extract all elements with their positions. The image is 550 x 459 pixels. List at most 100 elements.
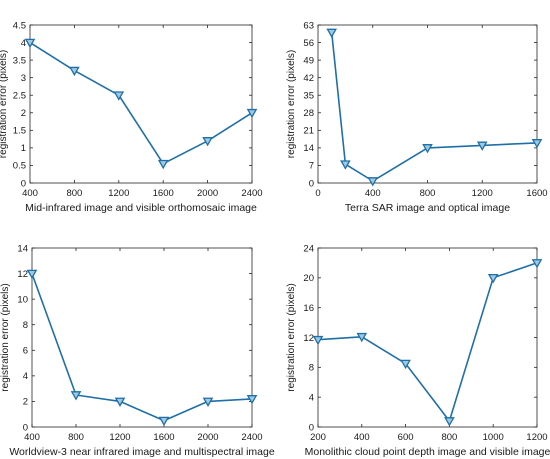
y-tick-label: 4 xyxy=(23,371,28,382)
y-tick-label: 0 xyxy=(309,422,314,433)
data-point xyxy=(246,108,258,119)
plot-frame xyxy=(29,24,253,184)
x-axis-label: Monolithic cloud point depth image and v… xyxy=(305,446,550,458)
y-tick-label: 16 xyxy=(303,303,314,314)
data-point xyxy=(312,335,324,346)
data-point xyxy=(69,66,80,77)
y-tick-label: 56 xyxy=(303,38,314,49)
y-tick-label: 24 xyxy=(303,243,314,254)
series-line xyxy=(330,32,538,182)
y-tick-label: 21 xyxy=(303,126,314,137)
y-tick-label: 35 xyxy=(303,91,314,102)
data-point xyxy=(531,139,543,149)
x-tick-label: 2000 xyxy=(197,188,218,199)
x-tick-label: 800 xyxy=(420,188,436,199)
data-point xyxy=(531,259,543,269)
x-axis-label: Mid-infrared image and visible orthomosa… xyxy=(25,202,257,214)
y-tick-label: 8 xyxy=(23,320,28,331)
y-tick-label: 2 xyxy=(21,108,26,119)
data-point xyxy=(326,28,338,39)
y-tick-label: 28 xyxy=(303,108,314,119)
y-tick-label: 0.5 xyxy=(13,161,26,172)
series-line xyxy=(317,262,538,422)
y-tick-label: 14 xyxy=(303,143,314,154)
x-axis-label: Worldview-3 near infrared image and mult… xyxy=(9,446,275,458)
x-tick-label: 1600 xyxy=(526,188,547,199)
chart-panel-1: 400 800 1200 1600 2000 2400 0 0.5 1 1.5 2 2.5 3 3.5 4 4… xyxy=(0,20,263,214)
y-tick-label: 1.5 xyxy=(13,126,26,137)
data-point xyxy=(400,359,411,370)
x-tick-label: 2000 xyxy=(197,432,218,443)
x-tick-label: 400 xyxy=(24,432,40,443)
data-point xyxy=(114,397,126,407)
data-point xyxy=(422,144,433,154)
data-point xyxy=(26,269,38,280)
x-tick-label: 1600 xyxy=(153,188,174,199)
data-point xyxy=(340,160,351,170)
data-point xyxy=(113,91,125,101)
y-tick-label: 42 xyxy=(303,73,314,84)
y-tick-label: 6 xyxy=(23,346,28,357)
y-tick-label: 14 xyxy=(17,243,28,254)
series-line xyxy=(31,273,253,422)
y-tick-label: 1 xyxy=(21,143,26,154)
x-tick-label: 200 xyxy=(310,432,326,443)
data-point xyxy=(476,141,488,151)
data-point xyxy=(356,332,368,343)
chart-panel-2: 0 400 800 1200 1600 0 7 14 21 28 35 42 49 56 63 Terra S… xyxy=(286,20,548,214)
y-tick-label: 4 xyxy=(21,38,26,49)
x-tick-label: 1200 xyxy=(109,432,130,443)
y-axis-label: registration error (pixels) xyxy=(0,50,9,158)
data-point xyxy=(246,395,258,405)
x-tick-label: 400 xyxy=(22,188,38,199)
data-point xyxy=(157,159,169,170)
y-axis-label: registration error (pixels) xyxy=(286,50,297,158)
x-tick-label: 1600 xyxy=(153,432,174,443)
y-tick-label: 12 xyxy=(17,269,28,280)
x-tick-label: 800 xyxy=(66,188,82,199)
y-tick-label: 63 xyxy=(303,20,314,31)
y-tick-label: 49 xyxy=(303,55,314,66)
y-tick-label: 8 xyxy=(309,363,314,374)
y-tick-label: 2 xyxy=(23,397,28,408)
y-tick-label: 3.5 xyxy=(13,55,26,66)
x-tick-label: 800 xyxy=(68,432,84,443)
data-point xyxy=(367,177,379,187)
x-tick-label: 1200 xyxy=(472,188,493,199)
y-tick-label: 7 xyxy=(309,161,314,172)
plot-frame xyxy=(31,247,253,428)
y-tick-label: 12 xyxy=(303,333,314,344)
y-tick-label: 4.5 xyxy=(13,20,26,31)
y-axis-label: registration error (pixels) xyxy=(286,283,297,391)
x-tick-label: 1200 xyxy=(526,432,547,443)
y-tick-label: 3 xyxy=(21,73,26,84)
x-tick-label: 600 xyxy=(398,432,414,443)
y-tick-label: 10 xyxy=(17,294,28,305)
x-tick-label: 800 xyxy=(441,432,457,443)
chart-panel-3: 400 800 1200 1600 2000 2400 0 2 4 6 8 10 12 14 Worldvi… xyxy=(0,243,275,458)
data-point xyxy=(158,416,170,427)
y-tick-label: 0 xyxy=(23,422,28,433)
x-tick-label: 2400 xyxy=(241,432,262,443)
x-tick-label: 1200 xyxy=(108,188,129,199)
plot-frame xyxy=(317,24,538,184)
x-axis-label: Terra SAR image and optical image xyxy=(345,202,510,214)
x-tick-label: 2400 xyxy=(241,188,262,199)
data-point xyxy=(202,137,213,147)
x-tick-label: 1000 xyxy=(483,432,504,443)
data-point xyxy=(202,397,214,407)
y-tick-label: 20 xyxy=(303,273,314,284)
chart-panel-4: 200 400 600 800 1000 1200 0 4 8 12 16 20 24 Monolithi… xyxy=(286,243,550,458)
data-point xyxy=(24,38,36,49)
data-point xyxy=(487,273,499,284)
data-point xyxy=(70,391,82,401)
data-point xyxy=(444,417,455,427)
y-tick-label: 2.5 xyxy=(13,91,26,102)
y-axis-label: registration error (pixels) xyxy=(0,283,11,391)
y-tick-label: 4 xyxy=(309,392,314,403)
x-tick-label: 400 xyxy=(354,432,370,443)
y-tick-label: 0 xyxy=(21,178,26,189)
x-tick-label: 0 xyxy=(315,188,320,199)
series-line xyxy=(29,41,253,165)
